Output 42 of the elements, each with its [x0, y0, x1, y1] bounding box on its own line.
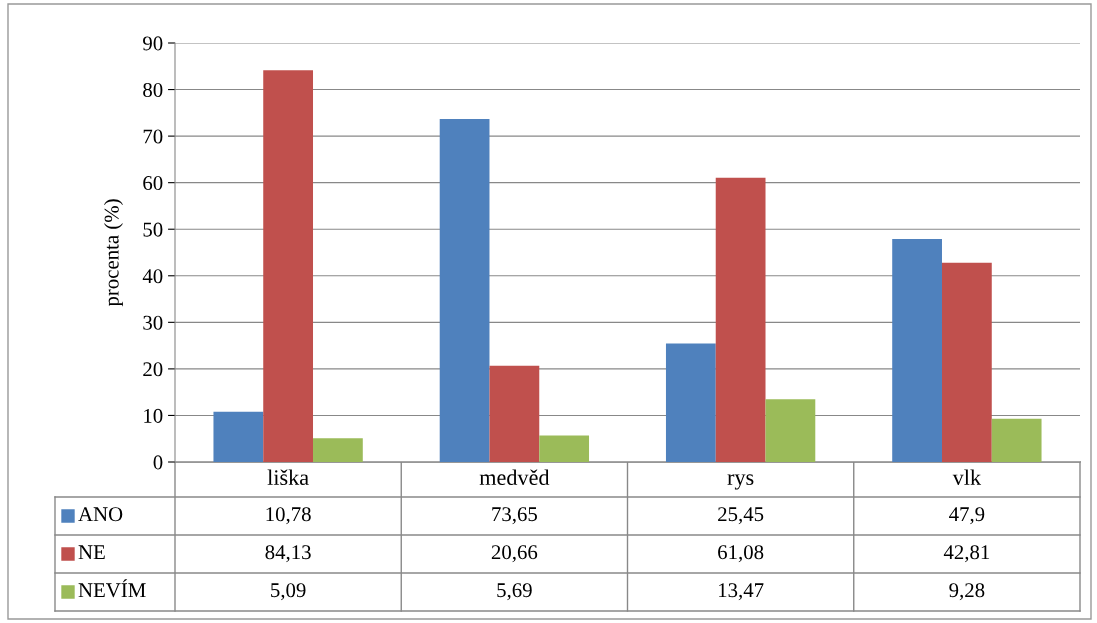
y-tick-label: 60 — [143, 176, 163, 191]
bar — [313, 438, 363, 462]
bar — [665, 343, 716, 462]
y-tick-label: 20 — [143, 362, 163, 377]
y-tick-label: 50 — [143, 222, 163, 237]
data-label: 13,47 — [719, 583, 764, 601]
y-axis-title: procenta (%) — [104, 199, 123, 307]
data-label: 61,08 — [718, 545, 764, 563]
y-tick-label: 0 — [153, 455, 163, 470]
legend-label: ANO — [78, 507, 123, 522]
y-tick-label: 90 — [143, 36, 163, 51]
x-tick-label: liška — [267, 469, 309, 486]
bar — [765, 399, 816, 462]
bar — [892, 239, 942, 462]
data-label: 25,45 — [718, 507, 764, 525]
data-label: 73,65 — [492, 507, 537, 525]
y-tick-label: 70 — [143, 129, 163, 144]
y-tick-label: 30 — [143, 315, 163, 330]
y-tick-label: 80 — [143, 82, 163, 97]
data-label: 47,9 — [949, 507, 985, 525]
x-tick-label: rys — [727, 474, 754, 490]
y-tick-label: 10 — [144, 408, 163, 423]
x-tick-label: medvěd — [479, 469, 550, 486]
data-label: 5,69 — [497, 583, 532, 601]
legend-label: NE — [78, 545, 105, 560]
data-label: 20,66 — [491, 545, 538, 563]
x-tick-label: vlk — [952, 469, 982, 486]
bar — [715, 177, 766, 462]
bar — [263, 70, 314, 462]
bar — [991, 418, 1042, 462]
data-label: 42,81 — [943, 545, 990, 563]
data-label: 9,28 — [949, 583, 985, 601]
data-label: 5,09 — [271, 583, 306, 601]
data-label: 84,13 — [265, 545, 311, 563]
bar — [489, 365, 540, 462]
bar — [941, 262, 992, 462]
bar — [439, 119, 490, 462]
bar — [539, 435, 590, 462]
legend-label: NEVÍM — [78, 579, 146, 598]
y-tick-label: 40 — [142, 269, 163, 284]
bar — [213, 411, 264, 462]
data-label: 10,78 — [266, 507, 311, 525]
